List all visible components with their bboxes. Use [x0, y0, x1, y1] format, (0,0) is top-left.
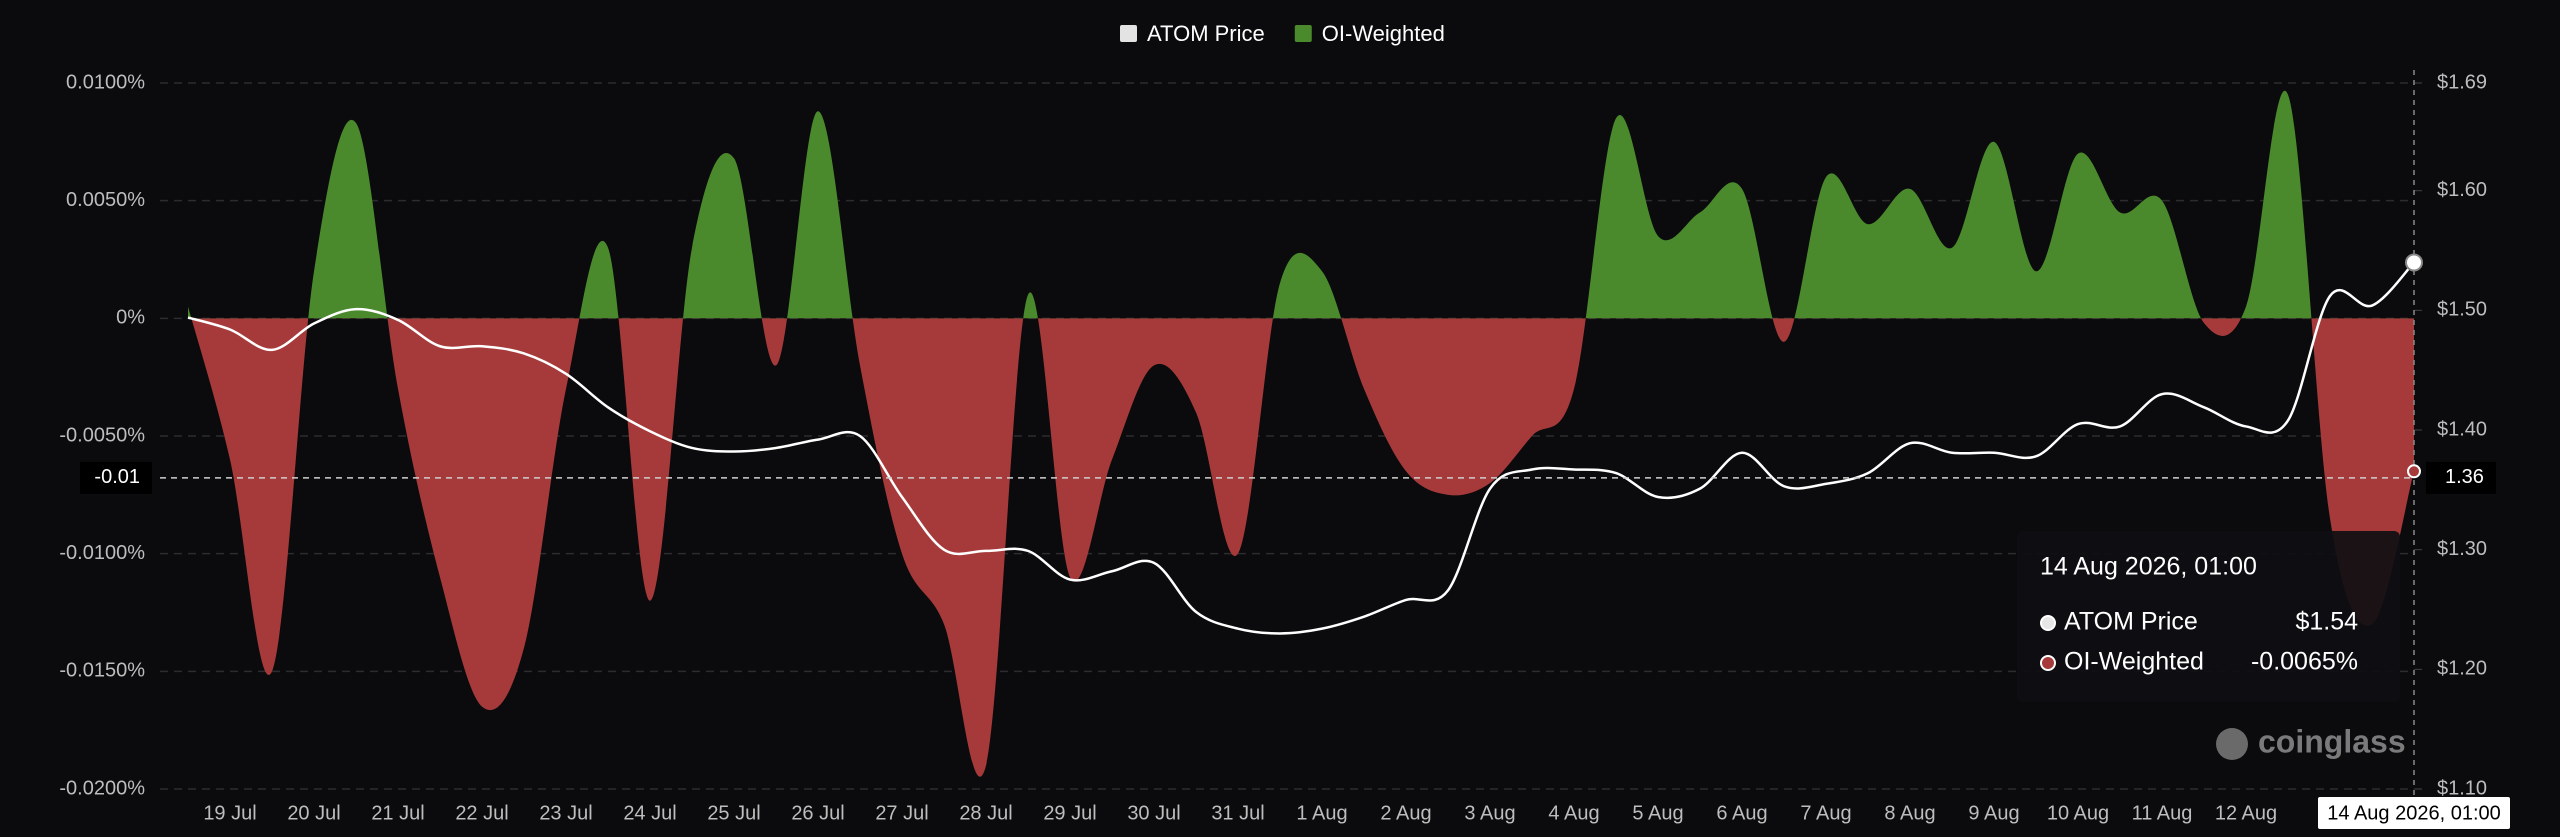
y-tick-label: -0.0050% — [59, 424, 145, 446]
price-line — [187, 261, 2415, 635]
x-tick-label: 22 Jul — [455, 802, 508, 824]
x-tick-label: 2 Aug — [1380, 802, 1431, 824]
tooltip-dot — [2040, 655, 2056, 671]
x-tick-label: 21 Jul — [371, 802, 424, 824]
legend-swatch — [1294, 25, 1312, 42]
y-tick-label: -0.0150% — [59, 660, 145, 682]
tooltip-dot — [2040, 615, 2056, 631]
watermark: coinglass — [2258, 723, 2406, 759]
crosshair-left-box — [80, 461, 152, 494]
x-highlight-label: 14 Aug 2026, 01:00 — [2327, 802, 2501, 824]
y-tick-label: 0% — [116, 307, 145, 329]
x-tick-label: 29 Jul — [1043, 802, 1096, 824]
crosshair-right-label: 1.36 — [2445, 466, 2484, 488]
x-tick-label: 3 Aug — [1464, 802, 1515, 824]
tooltip-value: -0.0065% — [2251, 648, 2358, 676]
crosshair-right-box — [2426, 461, 2496, 494]
x-tick-label: 20 Jul — [287, 802, 340, 824]
x-tick-label: 5 Aug — [1632, 802, 1683, 824]
y2-tick-label: $1.40 — [2437, 418, 2487, 440]
x-tick-label: 26 Jul — [791, 802, 844, 824]
y2-tick-label: $1.50 — [2437, 299, 2487, 321]
x-tick-label: 28 Jul — [959, 802, 1012, 824]
funding-area-negative — [191, 318, 2414, 777]
end-point — [2405, 253, 2423, 272]
x-tick-label: 4 Aug — [1548, 802, 1599, 824]
crosshair-left-label: -0.01 — [94, 466, 140, 488]
x-tick-label: 24 Jul — [623, 802, 676, 824]
x-tick-label: 31 Jul — [1211, 802, 1264, 824]
x-tick-label: 1 Aug — [1296, 802, 1347, 824]
x-tick-label: 12 Aug — [2215, 802, 2277, 824]
watermark-icon — [2216, 728, 2248, 760]
x-tick-label: 27 Jul — [875, 802, 928, 824]
x-tick-label: 25 Jul — [707, 802, 760, 824]
y-tick-label: 0.0100% — [66, 71, 145, 93]
y2-tick-label: $1.10 — [2437, 777, 2487, 799]
tooltip-box — [2017, 531, 2400, 702]
y-tick-label: 0.0050% — [66, 189, 145, 211]
funding-area-positive — [188, 90, 2414, 319]
end-point — [2407, 464, 2421, 479]
y2-tick-label: $1.20 — [2437, 658, 2487, 680]
y2-tick-label: $1.69 — [2437, 71, 2487, 93]
tooltip-title: 14 Aug 2026, 01:00 — [2040, 553, 2257, 581]
x-tick-label: 10 Aug — [2047, 802, 2109, 824]
x-tick-label: 19 Jul — [203, 802, 256, 824]
y-tick-label: -0.0200% — [59, 777, 145, 799]
y-tick-label: -0.0100% — [59, 542, 145, 564]
y2-tick-label: $1.60 — [2437, 179, 2487, 201]
x-tick-label: 6 Aug — [1716, 802, 1767, 824]
x-tick-label: 11 Aug — [2132, 802, 2193, 824]
x-tick-label: 23 Jul — [539, 802, 592, 824]
x-tick-label: 7 Aug — [1800, 802, 1851, 824]
legend-label: ATOM Price — [1147, 21, 1265, 46]
x-tick-label: 8 Aug — [1884, 802, 1935, 824]
tooltip-value: $1.54 — [2295, 608, 2358, 636]
y2-tick-label: $1.30 — [2437, 538, 2487, 560]
legend-label: OI-Weighted — [1322, 21, 1445, 46]
tooltip-name: ATOM Price — [2064, 608, 2198, 636]
legend-swatch — [1120, 25, 1137, 42]
x-tick-label: 9 Aug — [1968, 802, 2019, 824]
x-tick-label: 30 Jul — [1127, 802, 1180, 824]
x-highlight-box — [2318, 797, 2510, 829]
tooltip-name: OI-Weighted — [2064, 648, 2204, 676]
